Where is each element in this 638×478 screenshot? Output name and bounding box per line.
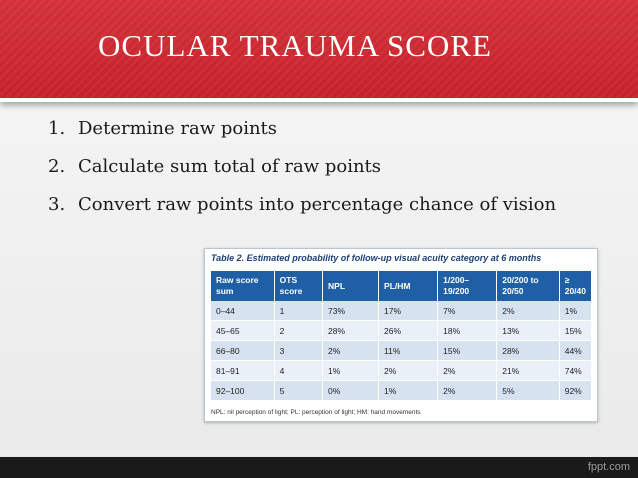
table-cell: 2% — [378, 360, 439, 381]
table-row: 81–91 4 1% 2% 2% 21% 74% — [211, 360, 591, 381]
ots-table-image: Table 2. Estimated probability of follow… — [204, 248, 598, 422]
column-header: 20/200 to 20/50 — [496, 271, 560, 301]
step-number: 2. — [48, 156, 66, 177]
table-cell: 2% — [437, 380, 498, 401]
table-cell: 21% — [496, 360, 560, 381]
table-cell: 44% — [559, 340, 591, 361]
table-cell: 73% — [322, 301, 380, 321]
table-cell: 5% — [496, 380, 560, 401]
step-text: Convert raw points into percentage chanc… — [78, 194, 557, 215]
table-cell: 2% — [322, 340, 380, 361]
table-caption: Table 2. Estimated probability of follow… — [211, 253, 542, 263]
steps-list: 1. Determine raw points 2. Calculate sum… — [48, 118, 556, 232]
table-cell: 45–65 — [211, 320, 275, 341]
table-cell: 1 — [274, 301, 324, 321]
table-cell: 2% — [496, 301, 560, 321]
table-cell: 2% — [437, 360, 498, 381]
table-cell: 92–100 — [211, 380, 275, 401]
step-text: Determine raw points — [78, 118, 278, 139]
table-cell: 2 — [274, 320, 324, 341]
table-cell: 18% — [437, 320, 498, 341]
table-cell: 28% — [496, 340, 560, 361]
table-row: 66–80 3 2% 11% 15% 28% 44% — [211, 340, 591, 361]
table-cell: 15% — [437, 340, 498, 361]
slide-title: OCULAR TRAUMA SCORE — [98, 28, 492, 63]
table-cell: 13% — [496, 320, 560, 341]
step-item: 2. Calculate sum total of raw points — [48, 156, 556, 194]
table-cell: 74% — [559, 360, 591, 381]
table-cell: 3 — [274, 340, 324, 361]
column-header: PL/HM — [378, 271, 439, 301]
table-cell: 92% — [559, 380, 591, 401]
table-cell: 15% — [559, 320, 591, 341]
table-cell: 11% — [378, 340, 439, 361]
title-banner: OCULAR TRAUMA SCORE — [0, 0, 638, 102]
column-header: 1/200– 19/200 — [437, 271, 498, 301]
table-cell: 66–80 — [211, 340, 275, 361]
table-footnote: NPL: nil perception of light; PL: percep… — [211, 409, 421, 416]
step-item: 1. Determine raw points — [48, 118, 556, 156]
banner-texture — [0, 0, 638, 98]
ots-probability-table: Raw score sum OTS score NPL PL/HM 1/200–… — [211, 271, 591, 401]
table-row: 92–100 5 0% 1% 2% 5% 92% — [211, 380, 591, 401]
table-cell: 5 — [274, 380, 324, 401]
footer-bar: fppt.com — [0, 457, 638, 478]
step-number: 3. — [48, 194, 66, 215]
step-number: 1. — [48, 118, 66, 139]
column-header: ≥ 20/40 — [559, 271, 591, 301]
table-cell: 7% — [437, 301, 498, 321]
table-row: 45–65 2 28% 26% 18% 13% 15% — [211, 320, 591, 341]
table-cell: 4 — [274, 360, 324, 381]
column-header: OTS score — [274, 271, 324, 301]
column-header: Raw score sum — [211, 271, 275, 301]
table-cell: 26% — [378, 320, 439, 341]
table-cell: 1% — [559, 301, 591, 321]
table-cell: 81–91 — [211, 360, 275, 381]
table-cell: 17% — [378, 301, 439, 321]
table-cell: 1% — [322, 360, 380, 381]
brand-watermark: fppt.com — [587, 461, 630, 473]
table-row: 0–44 1 73% 17% 7% 2% 1% — [211, 301, 591, 321]
table-cell: 28% — [322, 320, 380, 341]
table-header-row: Raw score sum OTS score NPL PL/HM 1/200–… — [211, 271, 591, 301]
table-cell: 0–44 — [211, 301, 275, 321]
table-cell: 0% — [322, 380, 380, 401]
step-item: 3. Convert raw points into percentage ch… — [48, 194, 556, 232]
step-text: Calculate sum total of raw points — [78, 156, 382, 177]
column-header: NPL — [322, 271, 380, 301]
table-cell: 1% — [378, 380, 439, 401]
